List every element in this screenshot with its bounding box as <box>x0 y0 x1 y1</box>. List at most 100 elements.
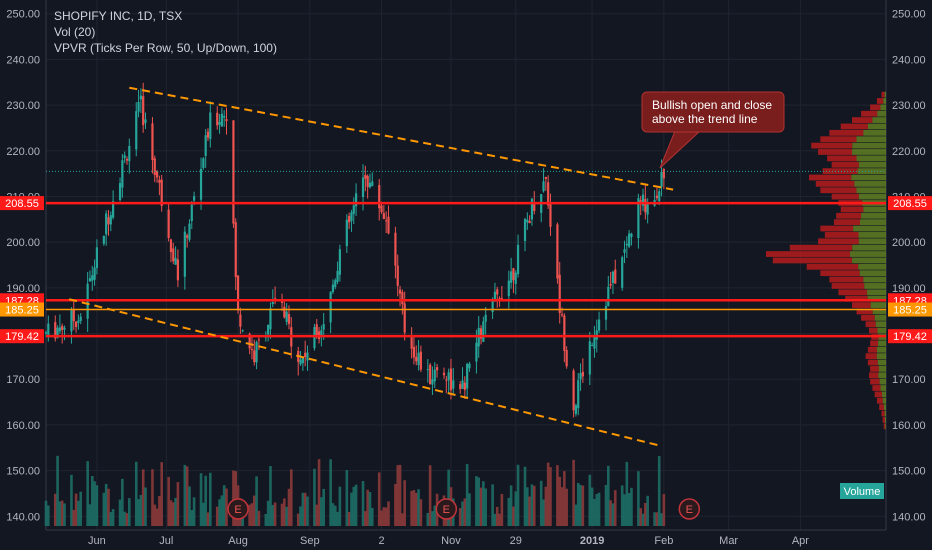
volume-bar <box>447 469 450 526</box>
volume-bar <box>412 490 416 526</box>
volume-bar <box>574 504 578 526</box>
x-axis: Jun Jul Aug Sep 2 Nov 29 2019 Feb Mar Apr <box>88 535 809 547</box>
volume-bar <box>72 509 76 526</box>
y-tick-label-left: 150.00 <box>6 466 40 478</box>
profile-row-up <box>864 283 886 289</box>
y-tick-label-left: 140.00 <box>6 511 40 523</box>
profile-row-down <box>870 104 881 111</box>
candle-body <box>563 315 566 351</box>
candle-body <box>625 243 628 246</box>
earnings-marker[interactable] <box>435 498 458 520</box>
volume-bar <box>465 464 469 526</box>
candle-body <box>611 271 615 283</box>
profile-row-up <box>880 385 886 391</box>
candle-body <box>655 195 659 199</box>
profile-row-down <box>831 161 859 168</box>
candle-body <box>167 209 170 238</box>
candle-body <box>269 308 272 330</box>
candle-body <box>128 145 131 162</box>
candle-body <box>398 289 402 294</box>
volume-bar <box>398 464 402 526</box>
y-tick-label-left: 170.00 <box>6 374 40 386</box>
volume-bar <box>60 500 64 526</box>
profile-row-down <box>831 193 859 200</box>
candle-body <box>475 342 478 362</box>
profile-row-up <box>884 417 886 423</box>
volume-bar <box>299 506 302 526</box>
volume-bar <box>336 511 339 526</box>
candle-body <box>528 220 531 224</box>
volume-bar <box>208 472 212 526</box>
candle-body <box>209 112 212 140</box>
profile-row-up <box>878 340 886 347</box>
annotation-callout[interactable]: Bullish open and close above the trend l… <box>641 91 785 169</box>
volume-bar <box>303 492 307 526</box>
volume-bar <box>433 505 437 526</box>
y-tick-label-left: 220.00 <box>6 146 40 158</box>
volume-bar <box>364 511 367 526</box>
horizontal-levels[interactable] <box>46 201 886 338</box>
volume-bar <box>597 492 601 526</box>
profile-row-down <box>861 110 878 117</box>
candle-body <box>644 198 647 213</box>
volume-bar <box>202 502 205 526</box>
volume-bar <box>530 484 534 526</box>
candle-body <box>320 330 323 337</box>
candle-body <box>107 217 110 225</box>
x-tick-label: Jul <box>159 535 173 547</box>
volume-bar <box>287 488 291 526</box>
volume-bar <box>315 504 319 526</box>
candle-body <box>257 339 260 341</box>
profile-row-up <box>858 232 886 238</box>
volume-bar <box>458 508 462 526</box>
volume-bar <box>417 489 420 526</box>
candle-body <box>72 309 75 322</box>
volume-bar <box>141 469 145 526</box>
trend-line[interactable] <box>68 298 660 447</box>
candle-body <box>463 382 466 390</box>
trend-lines[interactable] <box>68 86 674 447</box>
x-tick-label: 29 <box>510 535 522 547</box>
profile-row-up <box>878 372 886 379</box>
profile-row-down <box>836 212 862 219</box>
profile-row-down <box>872 385 881 391</box>
profile-row-up <box>863 129 886 136</box>
profile-row-up <box>874 314 886 321</box>
x-tick-label: Mar <box>719 535 738 547</box>
candle-body <box>433 369 436 382</box>
volume-bar <box>556 465 559 526</box>
candle-body <box>204 135 207 156</box>
candle-body <box>396 265 399 286</box>
profile-row-down <box>876 98 884 104</box>
volume-bar <box>174 497 177 526</box>
volume-bar <box>646 495 649 526</box>
candle-body <box>542 181 545 192</box>
trend-line[interactable] <box>129 86 674 191</box>
volume-bar <box>206 512 210 526</box>
candle-body <box>660 171 663 187</box>
volume-bar <box>461 501 464 526</box>
volume-bar <box>579 484 582 526</box>
profile-row-up <box>866 289 886 296</box>
earnings-marker[interactable] <box>227 498 249 520</box>
profile-row-up <box>850 251 886 257</box>
candle-body <box>183 231 186 277</box>
candle-body <box>445 379 448 381</box>
profile-row-up <box>875 321 886 328</box>
profile-row-up <box>858 193 886 200</box>
candle-body <box>123 155 126 159</box>
candle-body <box>232 120 235 224</box>
candle-body <box>315 324 318 336</box>
profile-row-up <box>852 142 886 149</box>
volume-bar <box>88 504 92 526</box>
profile-row-down <box>879 404 884 411</box>
candle-body <box>225 119 228 122</box>
candle-body <box>479 328 483 339</box>
earnings-marker[interactable] <box>678 498 701 520</box>
candle-body <box>125 159 129 161</box>
x-tick-label: Sep <box>300 535 320 547</box>
annotation-line-2: above the trend line <box>652 112 758 126</box>
volume-bar <box>549 467 552 526</box>
